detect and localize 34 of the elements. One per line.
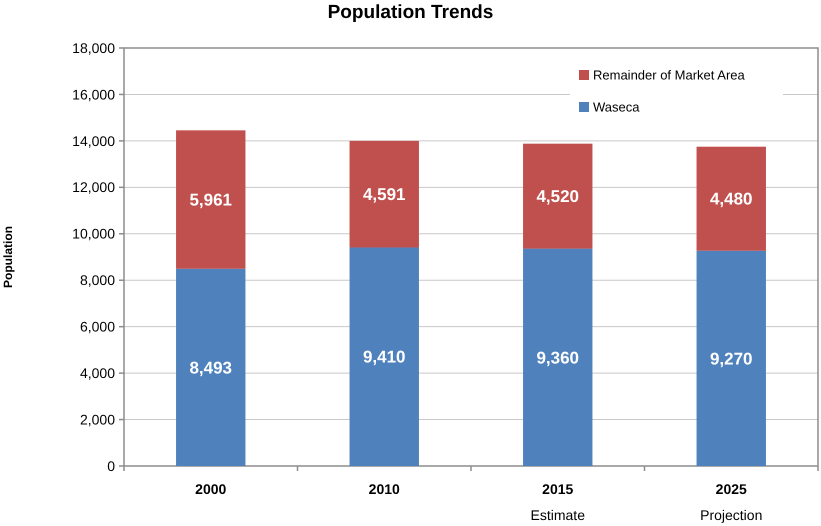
data-label: 9,410	[362, 348, 406, 367]
y-tick-label: 8,000	[80, 272, 116, 288]
bar	[523, 248, 592, 466]
y-tick-label: 14,000	[72, 132, 116, 149]
data-label: 9,270	[710, 349, 753, 368]
bar	[176, 130, 246, 269]
data-label: 5,961	[189, 190, 232, 210]
y-axis-title: Population	[1, 226, 15, 288]
y-tick-label: 0	[107, 458, 116, 474]
y-tick-label: 6,000	[80, 318, 116, 335]
data-label: 9,360	[536, 348, 580, 368]
y-tick-label: 12,000	[72, 179, 116, 196]
chart-title: Population Trends	[328, 2, 494, 23]
data-label: 4,480	[710, 190, 753, 209]
legend-label: Remainder of Market Area	[593, 68, 746, 83]
legend-label: Waseca	[593, 100, 640, 115]
data-label: 8,493	[189, 358, 232, 378]
bar	[696, 250, 766, 466]
y-tick-label: 10,000	[72, 226, 116, 242]
x-tick-label: 2015 Estimate	[530, 480, 586, 523]
data-label: 4,591	[362, 185, 406, 204]
bar	[696, 146, 766, 251]
bar	[523, 144, 592, 249]
bar	[350, 140, 419, 248]
x-tick-label: 2000	[195, 480, 227, 497]
bar	[176, 268, 246, 466]
y-tick-label: 18,000	[72, 40, 116, 56]
y-tick-label: 16,000	[72, 86, 116, 102]
x-tick-label: 2025 Projection	[700, 480, 762, 523]
x-tick-label: 2010	[368, 480, 400, 497]
data-label: 4,520	[536, 187, 580, 206]
y-tick-label: 4,000	[80, 365, 116, 382]
bar	[350, 247, 419, 466]
y-tick-label: 2,000	[80, 411, 116, 428]
